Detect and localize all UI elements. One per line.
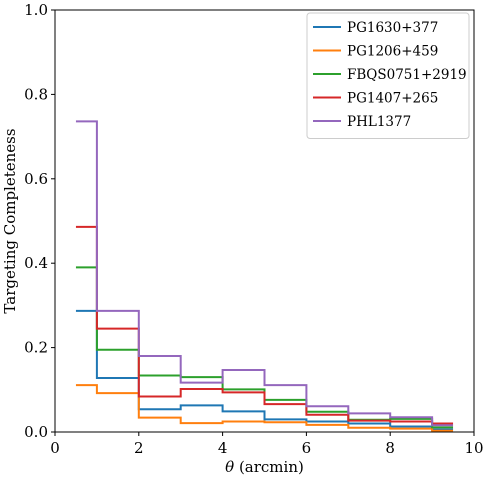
series-line-phl1377 xyxy=(75,120,454,427)
y-tick-label: 0.2 xyxy=(24,339,48,357)
legend-label: PG1630+377 xyxy=(347,20,438,36)
x-axis-unit: (arcmin) xyxy=(234,458,304,476)
legend-label: FBQS0751+2919 xyxy=(347,67,467,83)
y-axis: 0.0 0.2 0.4 0.6 0.8 1.0 xyxy=(24,1,55,441)
legend-label: PG1206+459 xyxy=(347,44,438,60)
y-tick-label: 0.6 xyxy=(24,170,48,188)
legend: PG1630+377 PG1206+459 FBQS0751+2919 PG1407+… xyxy=(306,12,470,139)
x-tick-label: 4 xyxy=(218,439,228,457)
y-tick-label: 0.4 xyxy=(24,254,48,272)
x-tick-label: 0 xyxy=(50,439,60,457)
plot-frame xyxy=(54,9,475,433)
y-axis-title: Targeting Completeness xyxy=(1,128,19,313)
x-tick-label: 10 xyxy=(464,439,483,457)
legend-box xyxy=(306,12,470,139)
x-axis: 0 2 4 6 8 10 xyxy=(50,432,484,457)
x-tick-label: 2 xyxy=(134,439,144,457)
y-tick-label: 0.0 xyxy=(24,423,48,441)
x-axis-title: θ (arcmin) xyxy=(225,458,304,476)
x-axis-symbol: θ xyxy=(225,458,234,476)
x-tick-label: 8 xyxy=(385,439,395,457)
y-tick-label: 1.0 xyxy=(24,1,48,19)
legend-label: PHL1377 xyxy=(347,114,411,130)
y-tick-label: 0.8 xyxy=(24,85,48,103)
x-tick-label: 6 xyxy=(302,439,312,457)
series-layer xyxy=(75,120,454,432)
legend-label: PG1407+265 xyxy=(347,91,438,107)
